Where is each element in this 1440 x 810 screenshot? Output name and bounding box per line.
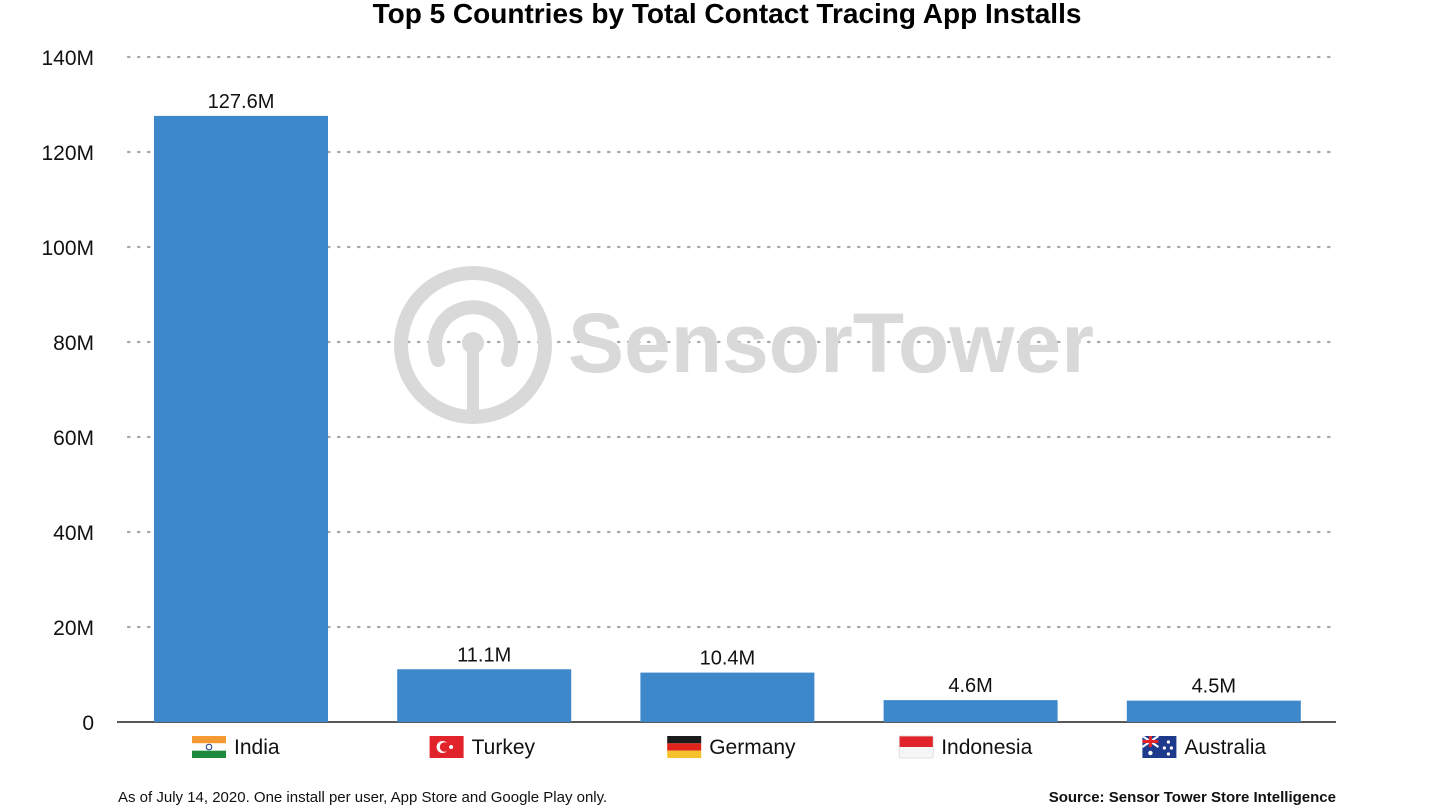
turkey-flag: [429, 736, 464, 758]
footnote: As of July 14, 2020. One install per use…: [118, 789, 608, 806]
y-tick-label: 80M: [53, 332, 94, 355]
y-tick-label: 100M: [41, 237, 94, 260]
x-tick-label: Turkey: [472, 736, 536, 759]
bar-turkey: [397, 669, 572, 722]
indonesia-flag: [898, 735, 934, 759]
x-tick-label: Indonesia: [941, 736, 1032, 759]
bar-australia: [1126, 700, 1301, 722]
y-tick-label: 40M: [53, 522, 94, 545]
value-label: 10.4M: [700, 648, 756, 670]
sensor-tower-logo-icon: [394, 266, 552, 424]
watermark-text: SensorTower: [568, 296, 1094, 390]
bar-indonesia: [883, 700, 1058, 722]
y-tick-label: 120M: [41, 142, 94, 165]
australia-flag: [1141, 735, 1177, 758]
source-note: Source: Sensor Tower Store Intelligence: [1048, 789, 1336, 806]
gridlines: [126, 55, 1338, 629]
germany-flag: [667, 736, 702, 758]
value-label: 11.1M: [457, 644, 511, 666]
x-tick-label: Australia: [1184, 736, 1266, 759]
chart-title: Top 5 Countries by Total Contact Tracing…: [372, 0, 1082, 29]
bar-india: [154, 115, 328, 722]
bars: [154, 115, 1301, 722]
value-label: 4.6M: [948, 675, 992, 697]
value-label: 127.6M: [208, 91, 275, 113]
value-label: 4.5M: [1192, 676, 1236, 698]
y-tick-label: 60M: [53, 427, 94, 450]
watermark: SensorTower: [394, 266, 1094, 424]
x-tick-label: Germany: [709, 736, 796, 759]
y-tick-label: 140M: [41, 47, 94, 70]
india-flag: [192, 736, 226, 758]
y-tick-label: 20M: [53, 617, 94, 640]
x-tick-label: India: [234, 736, 280, 759]
y-tick-label: 0: [82, 712, 94, 735]
bar-germany: [640, 672, 815, 722]
labels: 0 20M 40M 60M 80M 100M 120M 140M 127.6M India 11.1…: [41, 47, 1266, 759]
